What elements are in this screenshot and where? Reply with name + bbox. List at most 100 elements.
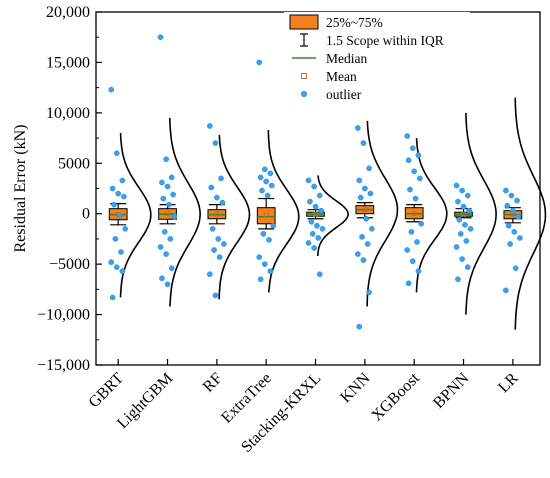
outlier-point [216, 254, 223, 260]
outlier-point [116, 212, 123, 219]
outlier-point [209, 225, 216, 232]
outlier-point [360, 257, 367, 263]
outlier-point [362, 185, 368, 192]
outlier-point [355, 251, 361, 257]
outlier-point [515, 213, 522, 220]
y-axis-label: Residual Error (kN) [12, 125, 29, 253]
y-tick-label: 15,000 [46, 54, 90, 71]
outlier-point [367, 190, 374, 197]
outlier-point [305, 240, 312, 246]
outlier-point [163, 251, 169, 257]
outlier-point [256, 254, 263, 260]
outlier-point [170, 191, 176, 198]
outlier-point [119, 268, 126, 275]
outlier-point [366, 289, 372, 296]
outlier-point [268, 182, 275, 189]
mean-marker [313, 211, 318, 217]
outlier-point [467, 225, 474, 232]
category-label: GBRT [86, 370, 128, 412]
outlier-point [463, 238, 470, 244]
outlier-point [407, 186, 413, 193]
outlier-point [305, 177, 312, 184]
category-label: BPNN [430, 369, 473, 412]
outlier-point [364, 241, 371, 247]
outlier-point [412, 195, 419, 202]
density-curve [465, 112, 497, 315]
outlier-point [512, 265, 519, 272]
legend-label: 25%~75% [326, 15, 383, 30]
outlier-point [462, 221, 468, 228]
category-label: KNN [337, 369, 374, 406]
outlier-point [212, 140, 219, 146]
outlier-point [163, 156, 169, 163]
outlier-point [464, 192, 471, 199]
outlier-point [108, 86, 115, 93]
outlier-point [263, 178, 270, 185]
outlier-point [411, 168, 418, 175]
outlier-point [113, 150, 120, 157]
outlier-point [264, 192, 271, 199]
outlier-point [120, 193, 127, 200]
outlier-point [168, 174, 175, 181]
density-curve [366, 120, 399, 307]
outlier-point [256, 59, 263, 66]
outlier-point [221, 241, 227, 247]
y-tick-label: 10,000 [46, 105, 90, 122]
outlier-point [157, 34, 164, 41]
outlier-point [208, 184, 215, 191]
outlier-point [214, 194, 220, 201]
outlier-point [311, 245, 317, 251]
legend-label: outlier [326, 87, 362, 102]
outlier-point [270, 222, 277, 229]
outlier-point [503, 287, 509, 294]
outlier-point [267, 268, 274, 275]
outlier-point [456, 216, 463, 223]
legend-label: Mean [326, 69, 357, 84]
outlier-point [455, 276, 461, 283]
outlier-point [408, 229, 415, 235]
outlier-point [171, 213, 178, 220]
y-tick-label: 5000 [58, 155, 90, 172]
outlier-point [366, 165, 372, 172]
outlier-point [159, 275, 165, 282]
outlier-point [159, 179, 165, 186]
outlier-point [318, 207, 324, 214]
mean-marker [461, 211, 466, 217]
outlier-point [405, 157, 412, 164]
outlier-point [211, 247, 217, 253]
density-curve [267, 130, 300, 293]
outlier-point [505, 222, 512, 229]
outlier-point [266, 237, 272, 243]
mean-marker [165, 211, 170, 217]
legend-outlier-swatch [300, 90, 308, 98]
outlier-point [259, 187, 265, 194]
outlier-point [504, 202, 511, 209]
outlier-point [261, 166, 268, 173]
outlier-point [167, 236, 174, 242]
outlier-point [218, 175, 224, 182]
density-curve [169, 117, 201, 307]
outlier-point [314, 222, 320, 229]
outlier-point [207, 271, 213, 278]
legend-label: Median [326, 51, 367, 66]
outlier-point [161, 229, 168, 235]
outlier-point [312, 203, 319, 210]
outlier-point [510, 207, 516, 214]
legend-label: 1.5 Scope within IQR [326, 33, 444, 48]
outlier-point [466, 207, 472, 214]
outlier-point [459, 256, 465, 262]
density-curve [317, 175, 349, 257]
outlier-point [316, 192, 323, 199]
legend-box-swatch [289, 14, 319, 30]
outlier-point [404, 133, 411, 139]
y-tick-label: 0 [82, 206, 90, 223]
outlier-point [507, 241, 513, 247]
category-label: XGBoost [368, 369, 423, 424]
density-curve [218, 134, 251, 300]
outlier-point [355, 125, 361, 131]
outlier-point [115, 190, 122, 197]
outlier-point [316, 271, 323, 278]
outlier-point [415, 268, 422, 275]
category-label: LR [495, 370, 522, 397]
